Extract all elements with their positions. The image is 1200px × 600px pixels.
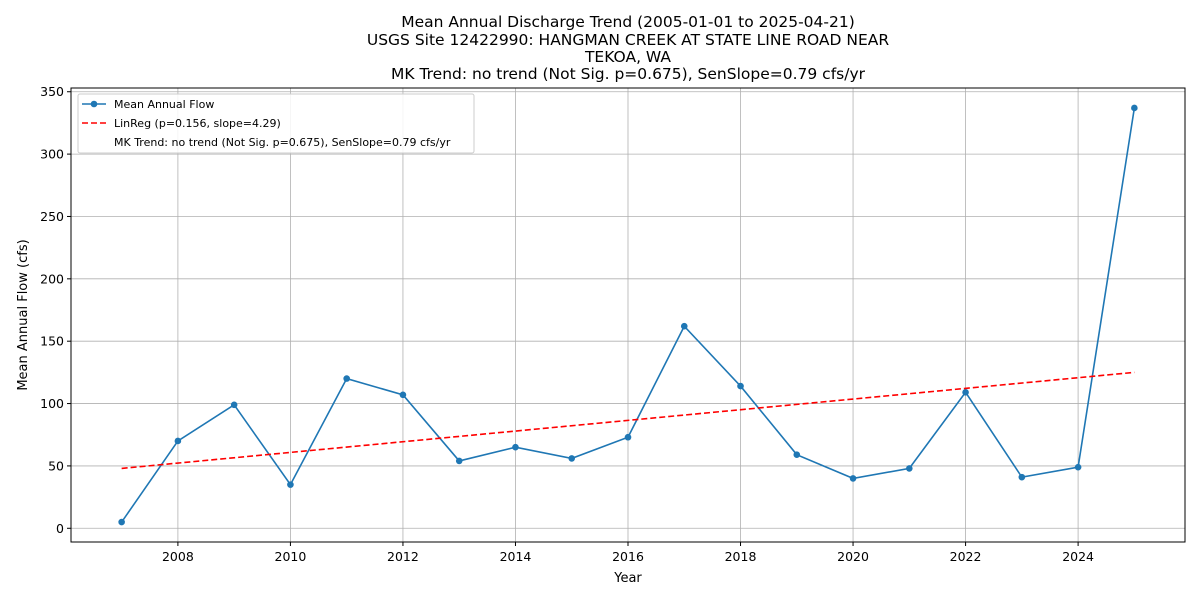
legend-entry-label: Mean Annual Flow (114, 98, 214, 111)
data-point (1018, 473, 1026, 481)
data-point (343, 375, 350, 382)
legend-box (77, 93, 475, 154)
x-tick-label: 2024 (1062, 549, 1094, 564)
y-tick-label: 100 (40, 396, 64, 411)
x-tick-label: 2018 (725, 549, 757, 564)
data-point (568, 455, 576, 462)
data-point (1074, 463, 1082, 471)
data-point (287, 481, 294, 488)
y-tick-label: 50 (48, 458, 64, 473)
data-point (174, 437, 182, 445)
y-tick-label: 250 (40, 209, 64, 224)
chart-title-line-4: MK Trend: no trend (Not Sig. p=0.675), S… (391, 65, 866, 83)
data-point (962, 389, 969, 396)
y-tick-label: 150 (40, 334, 64, 349)
data-point (680, 322, 688, 330)
x-tick-label: 2012 (387, 549, 419, 564)
x-tick-label: 2016 (612, 549, 644, 564)
x-tick-label: 2020 (837, 549, 869, 564)
data-point (118, 518, 125, 526)
legend-entry-label: MK Trend: no trend (Not Sig. p=0.675), S… (114, 136, 451, 149)
x-tick-label: 2014 (500, 549, 532, 564)
x-axis-label: Year (613, 571, 642, 586)
y-axis-label: Mean Annual Flow (cfs) (16, 239, 31, 390)
data-point (399, 391, 407, 399)
chart-title: Mean Annual Discharge Trend (2005-01-01 … (367, 13, 889, 83)
y-tick-label: 300 (40, 147, 64, 162)
y-tick-label: 0 (56, 521, 64, 536)
y-tick-label: 350 (40, 84, 64, 99)
data-point (793, 451, 801, 458)
y-tick-label: 200 (40, 271, 64, 286)
x-tick-label: 2008 (162, 549, 194, 564)
plot-series (118, 104, 1138, 526)
legend-swatch-marker (90, 100, 98, 108)
grid (71, 88, 1185, 542)
data-point (455, 457, 463, 465)
data-point (230, 401, 238, 409)
data-point (849, 475, 857, 482)
axis-ticks: 2008 2010 2012 2014 2016 2018 2020 2022 2024 0 50 1… (40, 84, 1094, 564)
chart-title-line-2: USGS Site 12422990: HANGMAN CREEK AT STA… (367, 31, 889, 49)
legend: Mean Annual Flow LinReg (p=0.156, slope=4… (77, 93, 475, 154)
x-tick-label: 2010 (275, 549, 307, 564)
data-point (906, 465, 913, 472)
data-point (624, 433, 632, 441)
linreg-trend-line (121, 371, 1135, 470)
legend-entry-label: LinReg (p=0.156, slope=4.29) (114, 117, 281, 130)
chart-title-line-3: TEKOA, WA (584, 48, 671, 66)
data-point (1131, 104, 1138, 112)
data-point (737, 382, 744, 390)
x-tick-label: 2022 (950, 549, 982, 564)
chart-title-line-1: Mean Annual Discharge Trend (2005-01-01 … (401, 13, 855, 31)
data-point (512, 443, 519, 451)
